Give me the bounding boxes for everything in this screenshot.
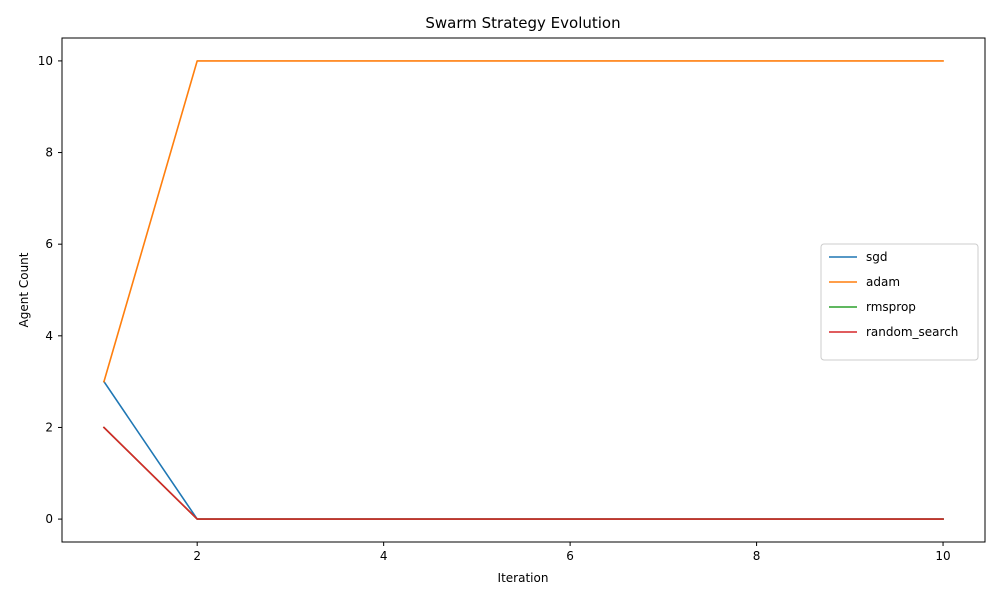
- x-tick-label: 6: [566, 549, 574, 563]
- y-axis-title: Agent Count: [17, 252, 31, 327]
- x-tick-label: 4: [380, 549, 388, 563]
- y-tick-label: 0: [45, 512, 53, 526]
- legend-frame: [820, 243, 979, 361]
- y-tick-label: 4: [45, 329, 53, 343]
- x-axis-title: Iteration: [498, 571, 549, 585]
- y-tick-label: 6: [45, 237, 53, 251]
- plot-frame: [61, 37, 986, 543]
- series-line-sgd: [102, 380, 944, 520]
- x-tick-label: 8: [753, 549, 761, 563]
- legend-label: adam: [866, 275, 900, 289]
- legend-label: rmsprop: [866, 300, 916, 314]
- legend-label: random_search: [866, 325, 958, 339]
- x-tick-label: 10: [935, 549, 950, 563]
- y-tick-label: 10: [38, 54, 53, 68]
- legend-label: sgd: [866, 250, 888, 264]
- chart-title: Swarm Strategy Evolution: [425, 14, 620, 32]
- x-tick-label: 2: [193, 549, 201, 563]
- series-line-random-search: [102, 426, 944, 520]
- y-tick-label: 2: [45, 420, 53, 434]
- series-line-rmsprop: [102, 426, 944, 520]
- x-axis-ticks: 2 4 6 8 10: [193, 542, 951, 563]
- series-layer: [102, 60, 944, 520]
- y-axis-ticks: 0 2 4 6 8 10: [38, 54, 62, 526]
- y-tick-label: 8: [45, 146, 53, 160]
- series-line-adam: [102, 60, 944, 383]
- legend: sgd adam rmsprop random_search: [820, 243, 979, 361]
- plot-area: 2 4 6 8 10 0 2 4 6 8 10: [38, 37, 986, 563]
